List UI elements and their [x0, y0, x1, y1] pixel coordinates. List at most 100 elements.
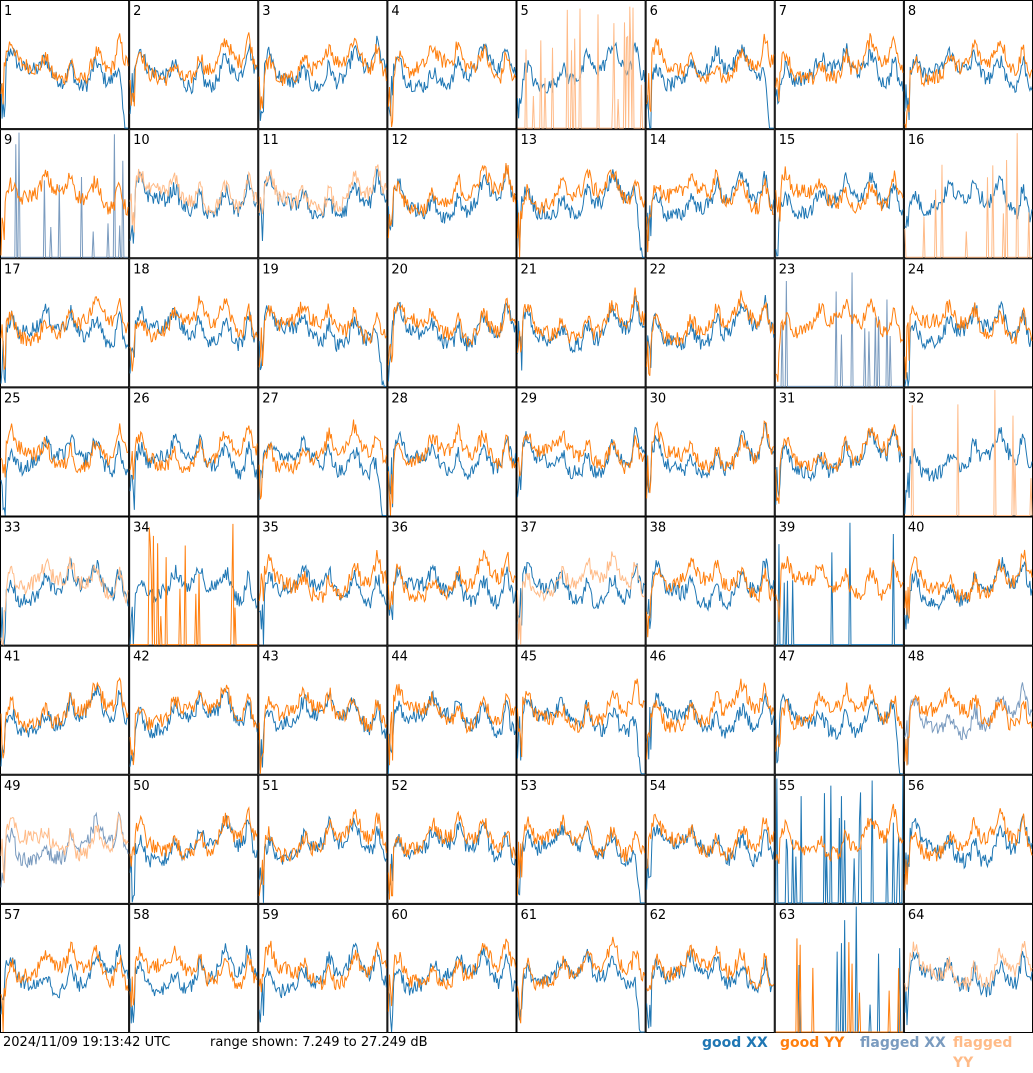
panel-63: 63	[774, 903, 904, 1033]
series-xx-line	[517, 562, 645, 626]
series-yy-line	[517, 168, 646, 258]
series-yy-line	[258, 550, 387, 603]
panel-frame	[129, 0, 259, 130]
panel-38: 38	[645, 516, 775, 646]
series-yy-line	[258, 809, 387, 897]
panel-frame	[387, 645, 517, 775]
panel-label: 19	[262, 262, 279, 277]
series-xx-line	[129, 687, 258, 767]
panel-label: 51	[262, 779, 279, 794]
panel-frame	[645, 903, 775, 1033]
series-yy-line	[0, 423, 129, 478]
series-xx-line	[646, 949, 775, 1029]
panel-34: 34	[129, 516, 259, 646]
panel-label: 56	[908, 779, 925, 794]
panel-26: 26	[129, 387, 259, 517]
series-yy-line	[387, 41, 516, 128]
series-xx-line	[904, 175, 1033, 229]
series-xx-line	[1, 132, 129, 258]
legend-good-yy: good YY	[780, 1035, 845, 1051]
panel-label: 61	[521, 908, 538, 923]
panel-frame	[387, 903, 517, 1033]
panel-frame	[774, 645, 904, 775]
panel-43: 43	[258, 645, 388, 775]
panel-label: 13	[521, 133, 538, 148]
panel-frame	[0, 387, 130, 517]
series-yy-line	[775, 803, 904, 864]
panel-label: 20	[391, 262, 408, 277]
panel-label: 30	[650, 391, 667, 406]
series-yy-line	[646, 813, 775, 869]
panel-label: 2	[133, 4, 141, 19]
series-yy-line	[904, 39, 1033, 129]
series-yy-line	[0, 812, 129, 884]
panel-frame	[516, 387, 646, 517]
panel-49: 49	[0, 774, 130, 904]
series-yy-line	[904, 389, 1033, 516]
panel-label: 27	[262, 391, 279, 406]
panel-label: 54	[650, 779, 667, 794]
panel-37: 37	[516, 516, 646, 646]
panel-12: 12	[387, 129, 517, 259]
panel-label: 21	[521, 262, 538, 277]
series-xx-line	[0, 811, 129, 888]
panel-label: 33	[4, 521, 21, 536]
panel-27: 27	[258, 387, 388, 517]
panel-48: 48	[903, 645, 1033, 775]
legend-flagged-yy: flagged YY	[953, 1035, 1013, 1071]
series-yy-line	[646, 944, 775, 992]
series-xx-line	[129, 943, 258, 1024]
panel-label: 45	[521, 650, 538, 665]
series-yy-line	[646, 169, 774, 253]
series-yy-line	[775, 33, 904, 102]
panel-57: 57	[0, 903, 130, 1033]
panel-frame	[0, 774, 130, 904]
panel-label: 58	[133, 908, 150, 923]
series-xx-line	[646, 558, 775, 629]
panel-frame	[258, 258, 388, 388]
legend-flagged-xx: flagged XX	[860, 1035, 946, 1051]
panel-label: 28	[391, 391, 408, 406]
series-xx-line	[904, 682, 1033, 765]
panel-42: 42	[129, 645, 259, 775]
series-xx-line	[387, 945, 516, 1033]
series-xx-line	[646, 692, 775, 760]
series-yy-line	[904, 686, 1033, 766]
panel-frame	[258, 0, 388, 130]
series-xx-line	[775, 522, 903, 646]
panel-label: 22	[650, 262, 667, 277]
series-yy-line	[387, 938, 516, 1012]
series-yy-line	[258, 37, 387, 111]
series-yy-line	[129, 295, 258, 372]
panel-18: 18	[129, 258, 259, 388]
panel-21: 21	[516, 258, 646, 388]
panel-46: 46	[645, 645, 775, 775]
panel-label: 34	[133, 521, 150, 536]
series-xx-line	[387, 42, 516, 117]
panel-label: 60	[391, 908, 408, 923]
series-yy-line	[904, 299, 1033, 380]
series-yy-line	[517, 936, 646, 1024]
panel-label: 8	[908, 4, 916, 19]
panel-label: 38	[650, 521, 667, 536]
panel-frame	[774, 903, 904, 1033]
panel-label: 55	[779, 779, 796, 794]
panel-frame	[387, 0, 517, 130]
series-yy-line	[517, 678, 645, 758]
series-yy-line	[775, 166, 904, 222]
series-yy-line	[258, 419, 387, 500]
series-yy-line	[387, 810, 516, 900]
range-label: range shown: 7.249 to 27.249 dB	[210, 1035, 428, 1050]
series-xx-line	[646, 44, 774, 129]
panel-label: 1	[4, 4, 12, 19]
panel-50: 50	[129, 774, 259, 904]
series-yy-line	[517, 814, 646, 896]
series-xx-line	[517, 696, 645, 775]
panel-label: 49	[4, 779, 21, 794]
series-xx-line	[517, 295, 645, 371]
series-xx-line	[775, 43, 904, 105]
panel-label: 7	[779, 4, 787, 19]
series-yy-line	[0, 676, 129, 759]
panel-1: 1	[0, 0, 130, 130]
